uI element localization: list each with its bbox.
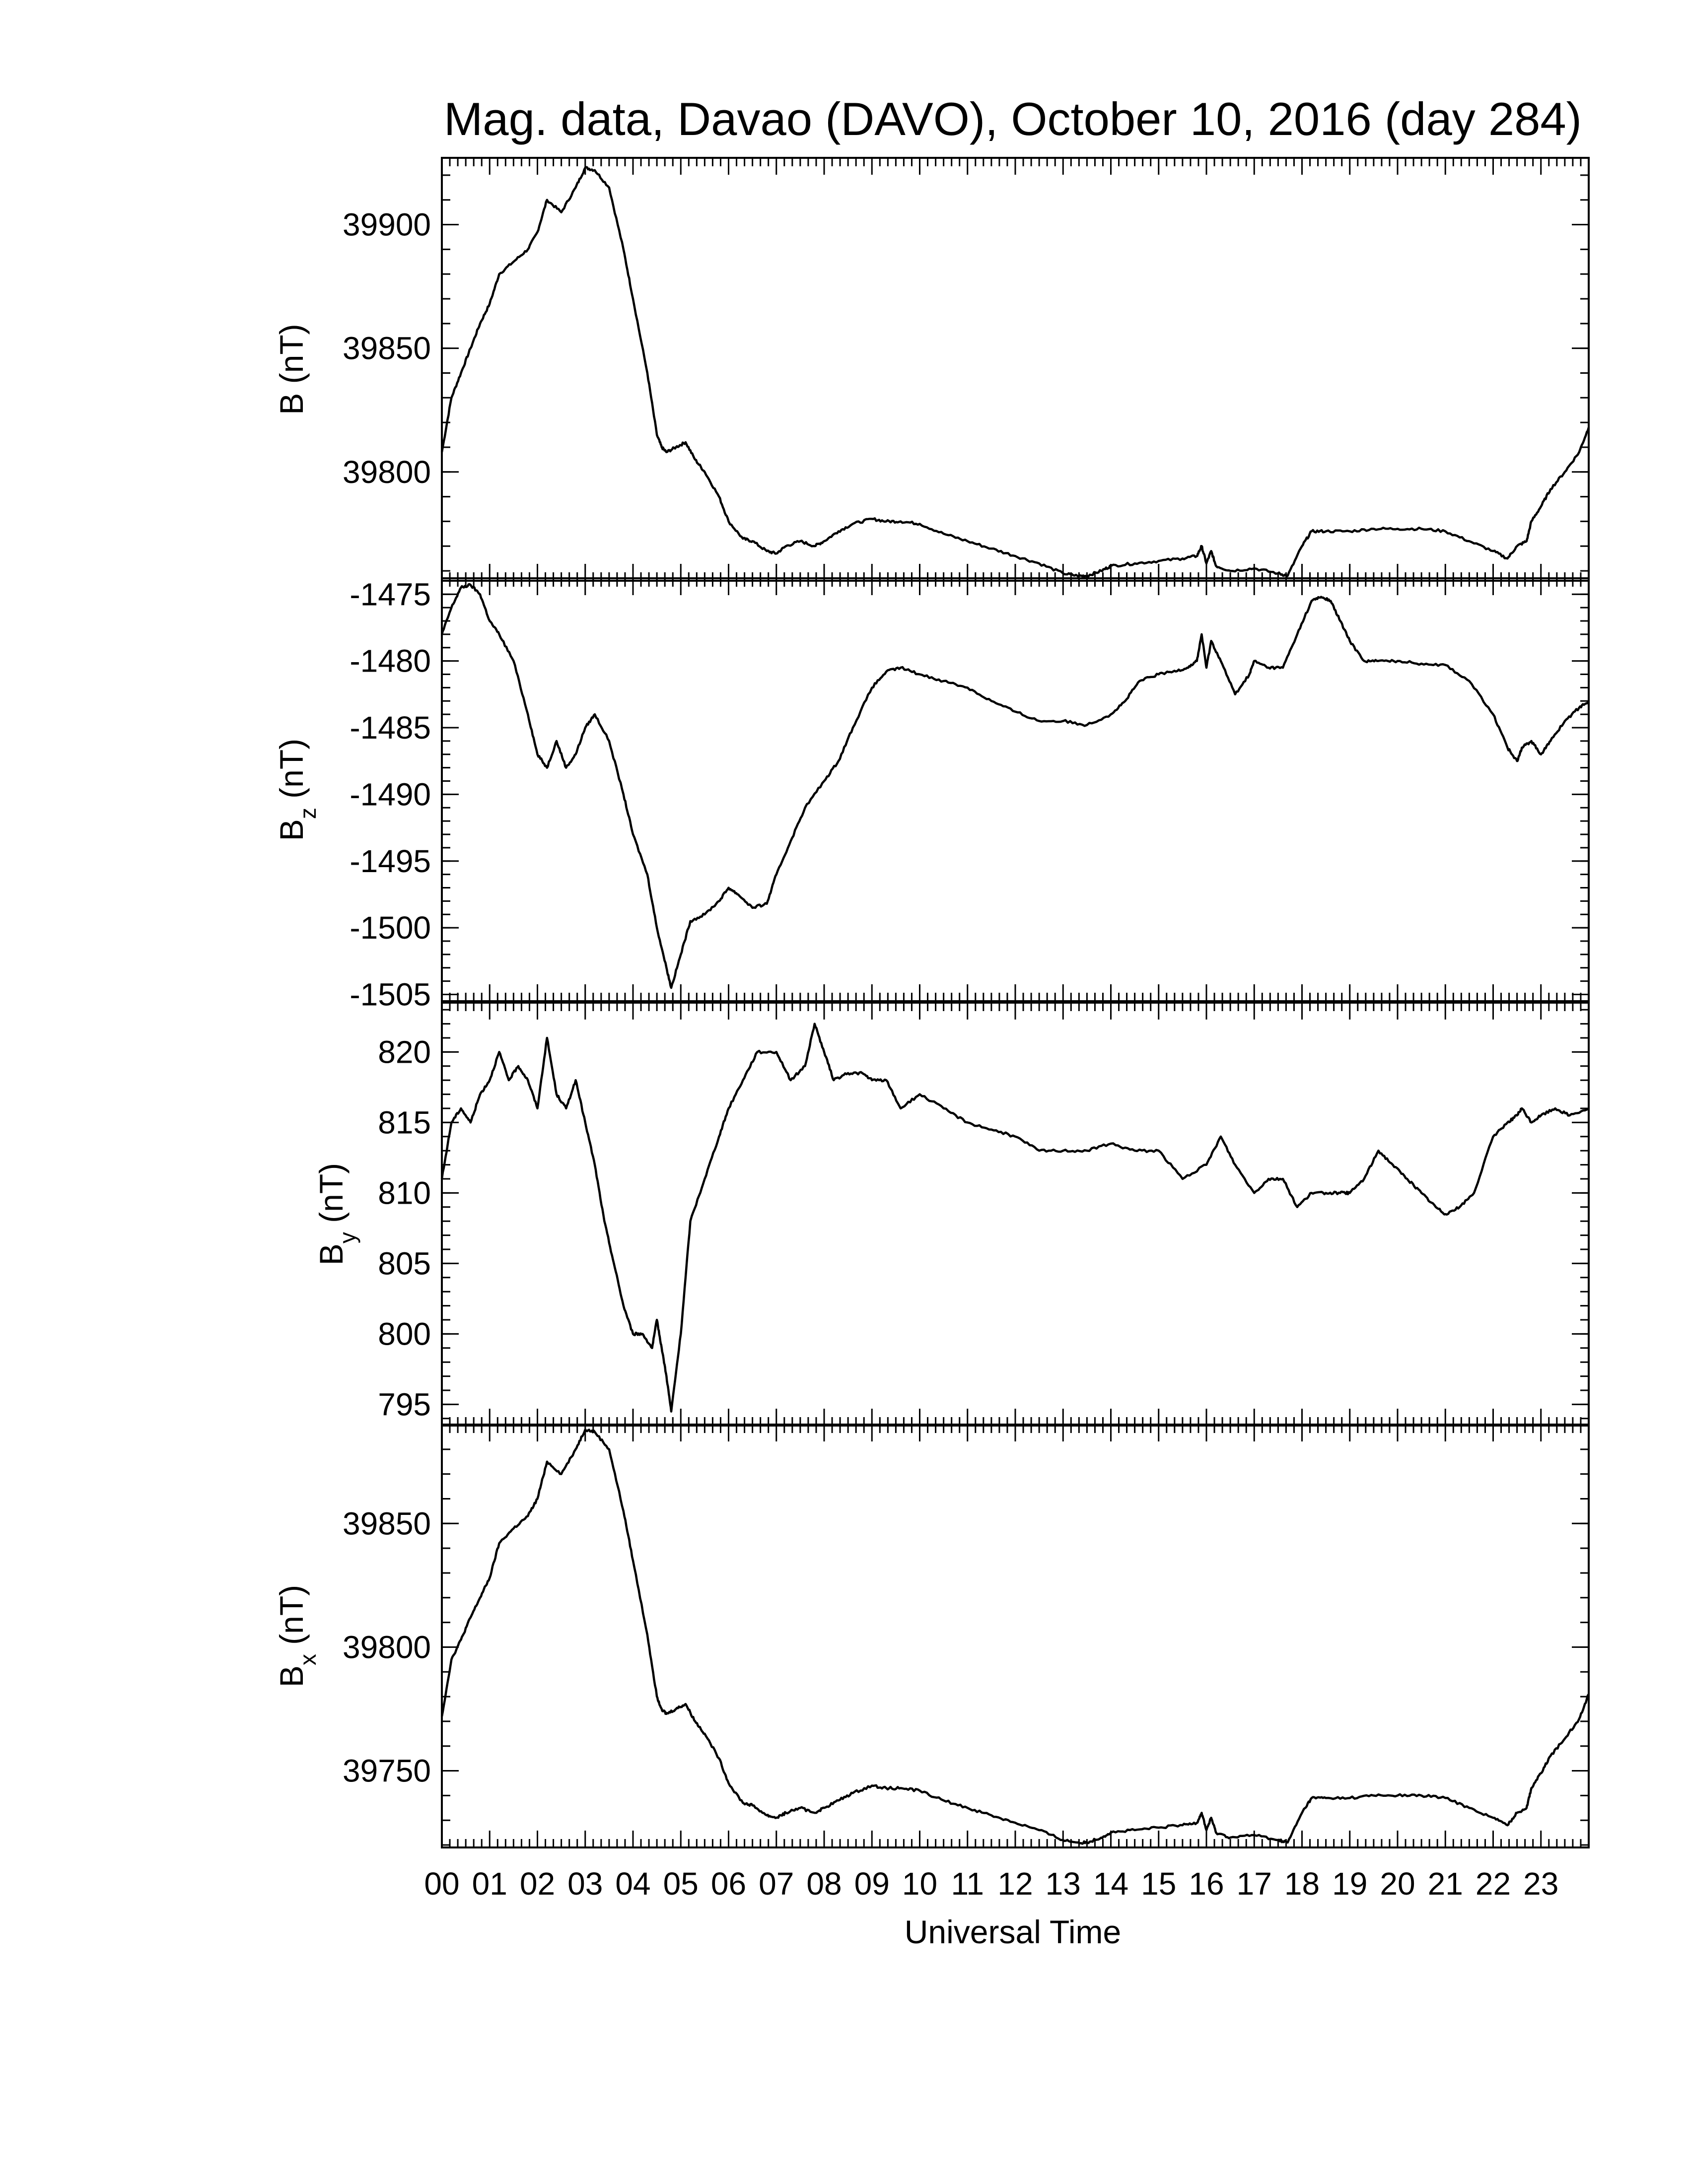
y-label-unit: (nT) (273, 1585, 310, 1654)
x-tick-label: 13 (1046, 1866, 1081, 1902)
y-tick-label: 39850 (343, 331, 431, 366)
x-tick-label: 18 (1284, 1866, 1320, 1902)
chart-title: Mag. data, Davao (DAVO), October 10, 201… (444, 93, 1582, 145)
y-tick-label: 39800 (343, 1629, 431, 1665)
y-tick-label: 39750 (343, 1753, 431, 1789)
x-tick-label: 21 (1428, 1866, 1463, 1902)
y-label-main: B (313, 1243, 350, 1265)
panel-1: -1505 -1500 -1495 -1490 -1485 -1480 -1475 Bz (n… (273, 576, 1590, 1013)
y-label-unit: (nT) (273, 739, 310, 808)
x-tick-label: 08 (806, 1866, 842, 1902)
x-tick-label: 09 (854, 1866, 890, 1902)
x-tick-label: 07 (759, 1866, 794, 1902)
x-tick-label: 15 (1141, 1866, 1176, 1902)
series-line (440, 1428, 1590, 1845)
y-tick-label: 39850 (343, 1505, 431, 1541)
y-axis-label: By (nT) (313, 1163, 360, 1265)
x-tick-label: 02 (520, 1866, 555, 1902)
y-label-main: B (273, 1665, 310, 1687)
y-tick-label: -1475 (350, 576, 431, 612)
y-axis-label: B (nT) (273, 324, 310, 414)
y-tick-label: 815 (378, 1104, 431, 1140)
series-line (440, 1023, 1590, 1413)
x-tick-label: 10 (902, 1866, 937, 1902)
series-line (440, 583, 1590, 989)
y-tick-label: 800 (378, 1316, 431, 1352)
series-line (440, 166, 1590, 578)
y-label-subscript: y (335, 1232, 360, 1243)
y-label-main: B (273, 819, 310, 841)
x-axis-label: Universal Time (905, 1913, 1121, 1950)
x-tick-label: 22 (1476, 1866, 1511, 1902)
x-tick-label: 04 (615, 1866, 650, 1902)
y-label-unit: (nT) (313, 1163, 350, 1232)
x-tick-label: 05 (663, 1866, 699, 1902)
y-tick-label: -1495 (350, 843, 431, 879)
x-tick-label: 19 (1332, 1866, 1367, 1902)
y-label-subscript: z (295, 808, 321, 819)
y-tick-label: 39900 (343, 207, 431, 243)
x-tick-label: 03 (567, 1866, 603, 1902)
x-tick-label: 06 (711, 1866, 746, 1902)
x-tick-label: 17 (1237, 1866, 1272, 1902)
y-tick-label: 820 (378, 1034, 431, 1070)
y-tick-label: 805 (378, 1245, 431, 1281)
y-axis-label: Bx (nT) (273, 1585, 321, 1687)
panel-3: 39750 39800 39850 Bx (nT) 00 01 02 03 04 05 06 07 08… (273, 1424, 1590, 1902)
y-tick-label: -1480 (350, 643, 431, 679)
y-label-subscript: x (295, 1654, 321, 1665)
y-tick-label: -1485 (350, 710, 431, 746)
x-tick-label: 11 (951, 1866, 984, 1902)
y-tick-label: 810 (378, 1175, 431, 1211)
y-tick-label: -1490 (350, 776, 431, 812)
y-axis-label: Bz (nT) (273, 739, 321, 841)
y-tick-label: -1500 (350, 910, 431, 946)
x-tick-label: 23 (1523, 1866, 1558, 1902)
x-tick-label: 16 (1189, 1866, 1224, 1902)
x-tick-label: 00 (424, 1866, 459, 1902)
x-tick-label: 14 (1093, 1866, 1128, 1902)
y-label-main: B (273, 393, 310, 415)
y-label-unit: (nT) (273, 324, 310, 393)
chart-panels: 39800 39850 39900 B (nT) -1505 -1500 -1495 -149… (273, 157, 1590, 1902)
y-tick-label: 795 (378, 1386, 431, 1422)
x-tick-label: 12 (997, 1866, 1033, 1902)
y-tick-label: 39800 (343, 454, 431, 490)
y-tick-label: -1505 (350, 977, 431, 1013)
x-tick-label: 01 (472, 1866, 507, 1902)
x-tick-label: 20 (1380, 1866, 1415, 1902)
